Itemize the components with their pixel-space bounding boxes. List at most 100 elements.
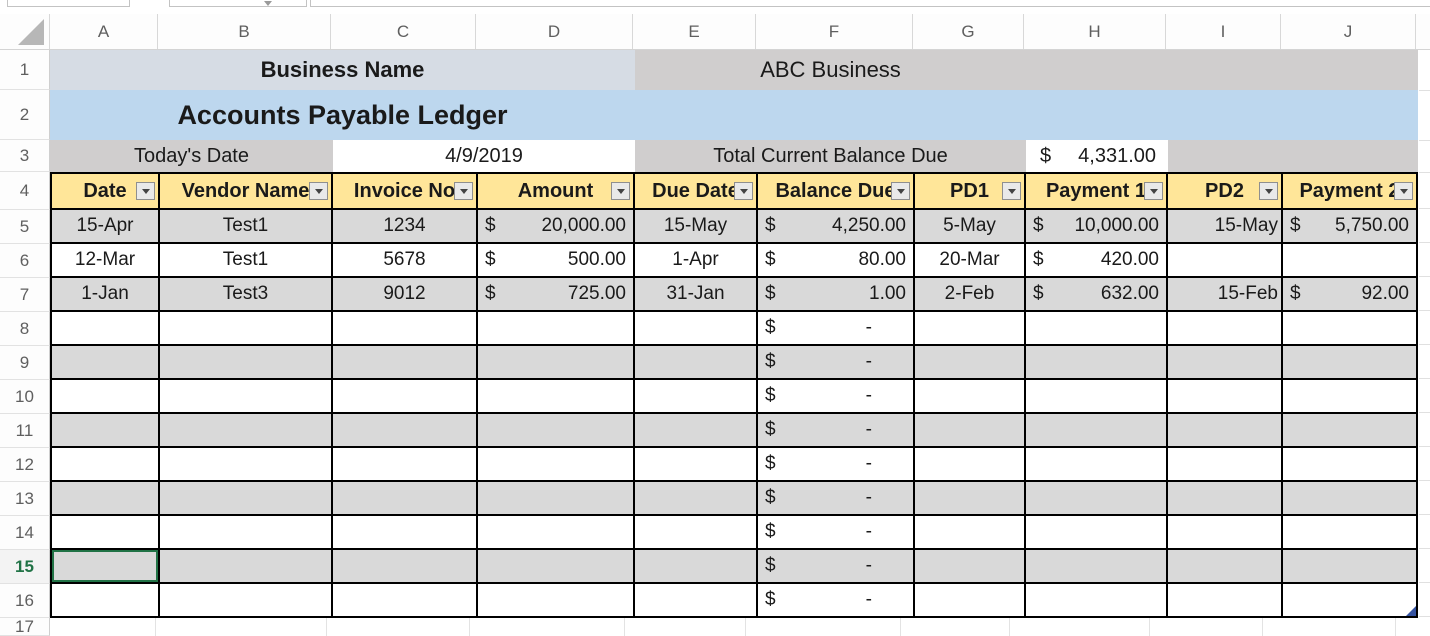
row-header-16[interactable]: 16 <box>0 584 50 618</box>
column-header-f[interactable]: F <box>756 14 913 49</box>
select-all-corner[interactable] <box>0 14 50 49</box>
table-resize-handle-icon[interactable] <box>1406 606 1416 616</box>
grid-cell-r14c3[interactable] <box>333 516 476 548</box>
column-header-d[interactable]: D <box>476 14 633 49</box>
grid-cell-r9c1[interactable] <box>52 346 158 378</box>
row-header-3[interactable]: 3 <box>0 140 50 172</box>
grid-cell-r5c10[interactable]: $5,750.00 <box>1283 210 1416 242</box>
grid-cell-r12c5[interactable] <box>635 448 756 480</box>
grid-cell-r6c9[interactable] <box>1168 244 1281 276</box>
filter-button[interactable] <box>1144 182 1163 200</box>
grid-cell-r6c1[interactable]: 12-Mar <box>52 244 158 276</box>
grid-cell-r7c9[interactable]: 15-Feb <box>1168 278 1281 310</box>
filter-button[interactable] <box>136 182 155 200</box>
grid-cell-r17c3[interactable] <box>327 618 470 636</box>
grid-cell-r9c10[interactable] <box>1283 346 1416 378</box>
grid-cell-r17c4[interactable] <box>470 618 625 636</box>
todays-date-label-cell[interactable]: Today's Date <box>50 140 333 172</box>
grid-cell-r15c3[interactable] <box>333 550 476 582</box>
grid-cell-r15c7[interactable] <box>915 550 1024 582</box>
row-header-9[interactable]: 9 <box>0 346 50 380</box>
grid-cell-r14c9[interactable] <box>1168 516 1281 548</box>
row3-filler-cell[interactable] <box>1168 140 1418 172</box>
grid-cell-r5c5[interactable]: 15-May <box>635 210 756 242</box>
toolbar-box[interactable] <box>169 0 307 7</box>
header-cell-payment-1[interactable]: Payment 1 <box>1026 174 1166 208</box>
grid-cell-r10c10[interactable] <box>1283 380 1416 412</box>
grid-cell-r11c4[interactable] <box>478 414 633 446</box>
grid-cell-r15c4[interactable] <box>478 550 633 582</box>
grid-cell-r10c7[interactable] <box>915 380 1024 412</box>
grid-cell-r9c2[interactable] <box>160 346 331 378</box>
grid-cell-r13c2[interactable] <box>160 482 331 514</box>
grid-cell-r11c10[interactable] <box>1283 414 1416 446</box>
grid-cell-r8c7[interactable] <box>915 312 1024 344</box>
grid-cell-r13c7[interactable] <box>915 482 1024 514</box>
grid-cell-r15c2[interactable] <box>160 550 331 582</box>
grid-cell-r7c5[interactable]: 31-Jan <box>635 278 756 310</box>
business-name-label-cell[interactable]: Business Name <box>50 50 635 90</box>
grid-cell-r7c1[interactable]: 1-Jan <box>52 278 158 310</box>
row-header-10[interactable]: 10 <box>0 380 50 414</box>
row-header-2[interactable]: 2 <box>0 90 50 140</box>
grid-cell-r6c10[interactable] <box>1283 244 1416 276</box>
column-header-a[interactable]: A <box>50 14 158 49</box>
grid-cell-r12c9[interactable] <box>1168 448 1281 480</box>
row-header-1[interactable]: 1 <box>0 50 50 90</box>
header-cell-payment-2[interactable]: Payment 2 <box>1283 174 1416 208</box>
row-header-11[interactable]: 11 <box>0 414 50 448</box>
grid-cell-r7c6[interactable]: $1.00 <box>758 278 913 310</box>
grid-cell-r10c5[interactable] <box>635 380 756 412</box>
filter-button[interactable] <box>1259 182 1278 200</box>
grid-cell-r13c4[interactable] <box>478 482 633 514</box>
grid-cell-r10c2[interactable] <box>160 380 331 412</box>
grid-cell-r7c8[interactable]: $632.00 <box>1026 278 1166 310</box>
grid-cell-r17c9[interactable] <box>1150 618 1263 636</box>
grid-cell-r12c6[interactable]: $ - <box>758 448 913 480</box>
grid-cell-r16c10[interactable] <box>1283 584 1416 616</box>
column-header-g[interactable]: G <box>913 14 1024 49</box>
grid-cell-r6c8[interactable]: $420.00 <box>1026 244 1166 276</box>
grid-cell-r17c7[interactable] <box>901 618 1010 636</box>
grid-cell-r13c9[interactable] <box>1168 482 1281 514</box>
grid-cell-r6c5[interactable]: 1-Apr <box>635 244 756 276</box>
filter-button[interactable] <box>454 182 473 200</box>
grid-cell-r8c4[interactable] <box>478 312 633 344</box>
filter-button[interactable] <box>1002 182 1021 200</box>
grid-cell-r12c4[interactable] <box>478 448 633 480</box>
grid-cell-r16c9[interactable] <box>1168 584 1281 616</box>
grid-cell-r15c9[interactable] <box>1168 550 1281 582</box>
grid-cell-r12c2[interactable] <box>160 448 331 480</box>
filter-button[interactable] <box>611 182 630 200</box>
grid-cell-r17c10[interactable] <box>1263 618 1396 636</box>
grid-cell-r8c8[interactable] <box>1026 312 1166 344</box>
grid-cell-r8c1[interactable] <box>52 312 158 344</box>
grid-cell-r9c9[interactable] <box>1168 346 1281 378</box>
grid-cell-r13c1[interactable] <box>52 482 158 514</box>
grid-cell-r11c8[interactable] <box>1026 414 1166 446</box>
row-header-13[interactable]: 13 <box>0 482 50 516</box>
filter-button[interactable] <box>734 182 753 200</box>
grid-cell-r6c4[interactable]: $500.00 <box>478 244 633 276</box>
row-header-8[interactable]: 8 <box>0 312 50 346</box>
grid-cell-r17c8[interactable] <box>1010 618 1150 636</box>
grid-cell-r5c1[interactable]: 15-Apr <box>52 210 158 242</box>
row-header-14[interactable]: 14 <box>0 516 50 550</box>
grid-cell-r11c6[interactable]: $ - <box>758 414 913 446</box>
grid-cell-r8c9[interactable] <box>1168 312 1281 344</box>
column-header-h[interactable]: H <box>1024 14 1166 49</box>
row-header-6[interactable]: 6 <box>0 244 50 278</box>
grid-cell-r11c9[interactable] <box>1168 414 1281 446</box>
row-header-7[interactable]: 7 <box>0 278 50 312</box>
filter-button[interactable] <box>1394 182 1413 200</box>
grid-cell-r11c5[interactable] <box>635 414 756 446</box>
row-header-12[interactable]: 12 <box>0 448 50 482</box>
grid-cell-r9c5[interactable] <box>635 346 756 378</box>
grid-cell-r11c1[interactable] <box>52 414 158 446</box>
grid-cell-r13c10[interactable] <box>1283 482 1416 514</box>
header-cell-date[interactable]: Date <box>52 174 158 208</box>
grid-cell-r7c2[interactable]: Test3 <box>160 278 331 310</box>
filter-button[interactable] <box>309 182 328 200</box>
grid-cell-r5c6[interactable]: $4,250.00 <box>758 210 913 242</box>
grid-cell-r17c5[interactable] <box>625 618 746 636</box>
